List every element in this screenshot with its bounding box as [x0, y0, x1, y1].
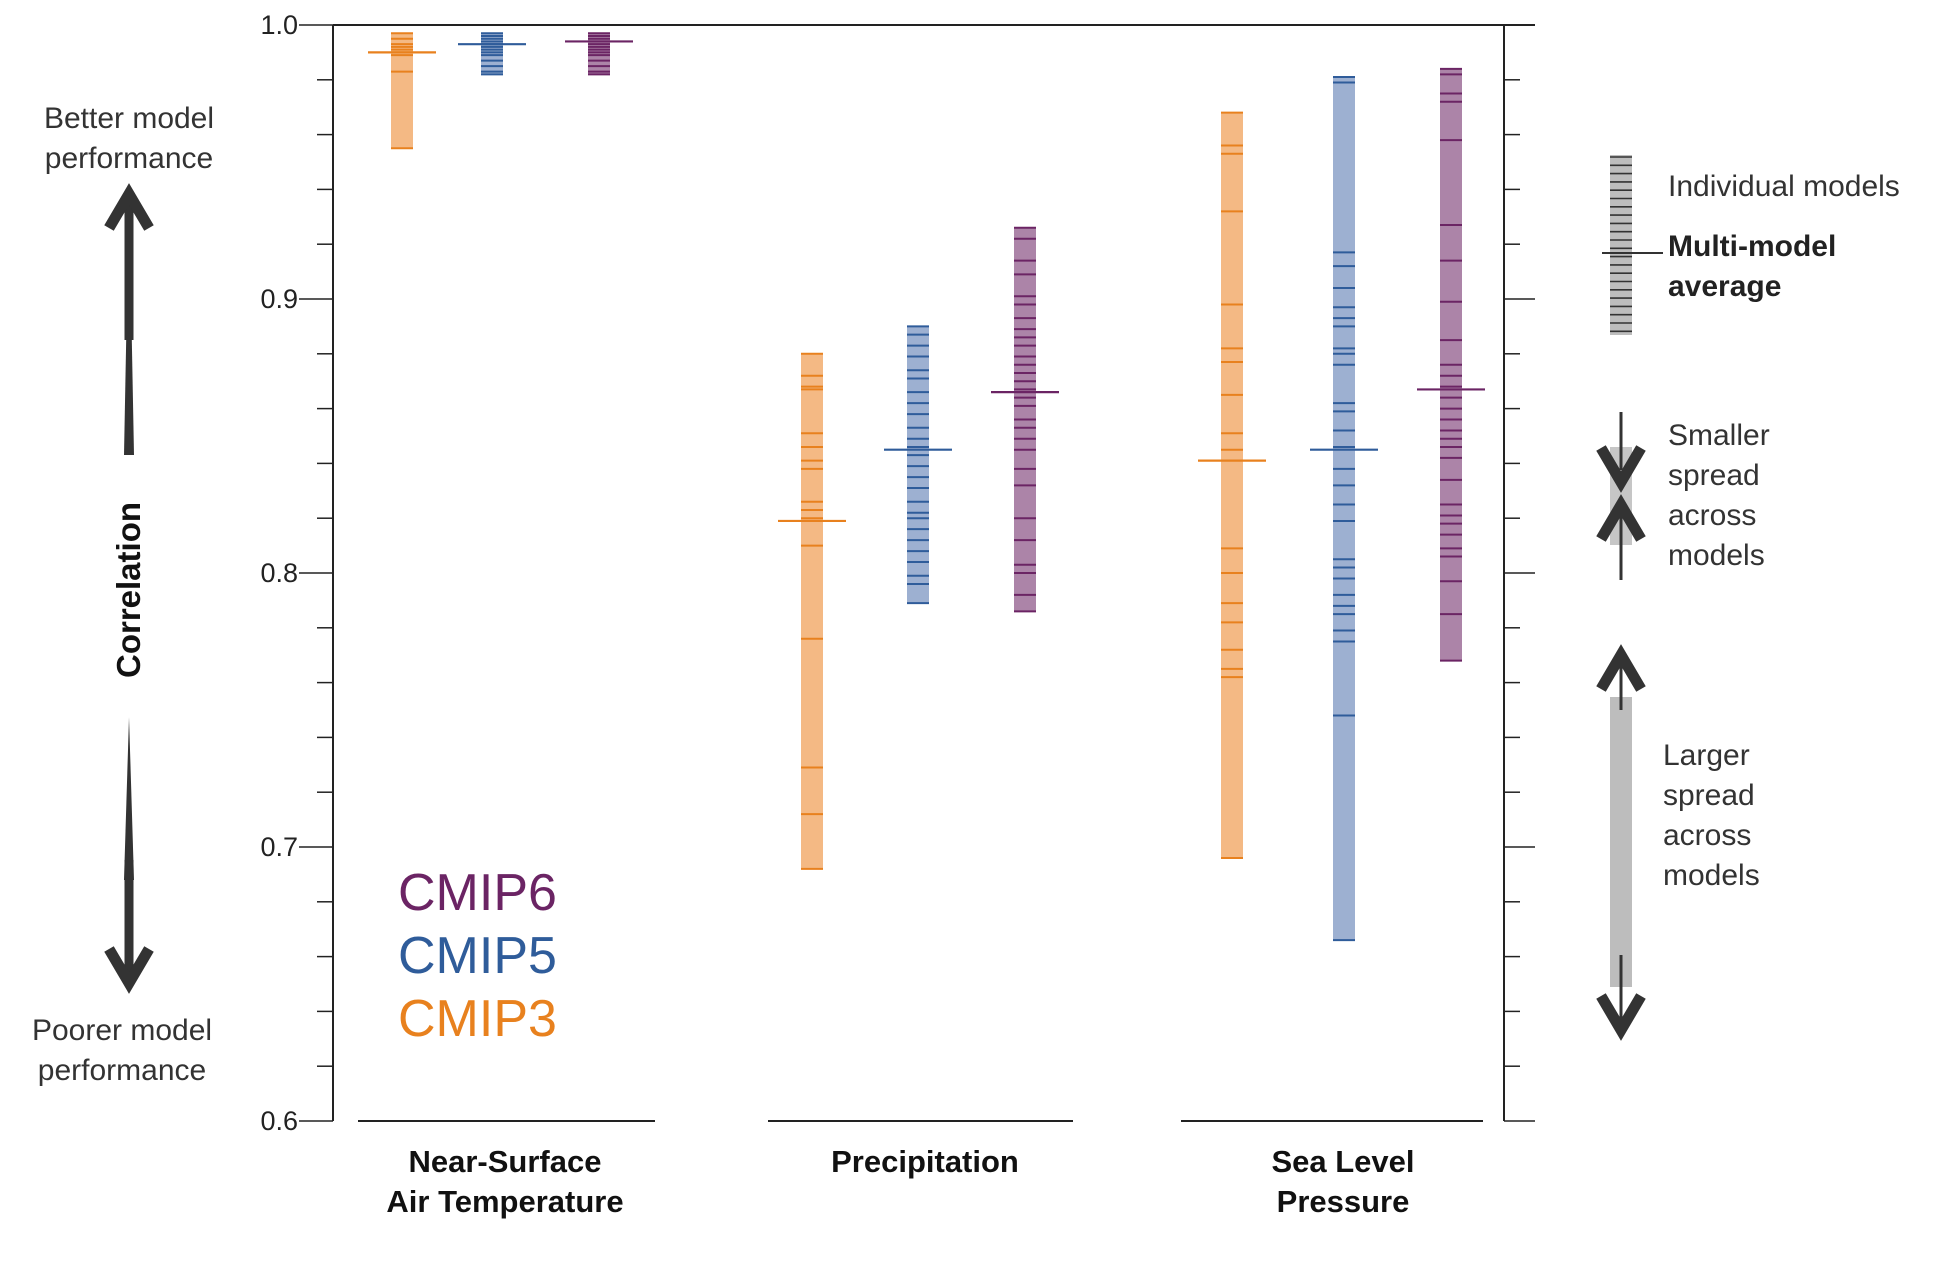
key-larger-bar [1610, 697, 1632, 987]
category-label: Air Temperature [386, 1184, 623, 1219]
key-larger-label: Larger [1663, 739, 1750, 772]
key-average-label: Multi-model [1668, 230, 1836, 263]
cmip5-range-bar [907, 326, 929, 604]
y-tick-label: 0.9 [260, 284, 298, 314]
key-smaller-label: across [1668, 499, 1756, 532]
cmip3-range-bar [801, 353, 823, 869]
legend-entry: CMIP5 [398, 927, 557, 985]
key-smaller-label: spread [1668, 459, 1760, 492]
key-smaller-down-arrow [1596, 445, 1646, 493]
poorer-arrow-shaft [124, 717, 134, 880]
cmip3-range-bar [391, 33, 413, 149]
y-tick-label: 0.6 [260, 1106, 298, 1136]
key-average-label: average [1668, 270, 1781, 303]
poorer-performance-label: performance [38, 1054, 206, 1087]
category-label: Precipitation [831, 1144, 1019, 1179]
poorer-performance-label: Poorer model [32, 1014, 212, 1047]
key-larger-label: models [1663, 859, 1760, 892]
better-performance-label: Better model [44, 102, 214, 135]
legend-entry: CMIP6 [398, 864, 557, 922]
key-smaller-label: models [1668, 539, 1765, 572]
cmip5-range-bar [1333, 77, 1355, 941]
cmip3-range-bar [1221, 112, 1243, 858]
better-arrow-head [104, 183, 154, 231]
y-tick-label: 0.8 [260, 558, 298, 588]
category-label: Near-Surface [409, 1144, 602, 1179]
legend-entry: CMIP3 [398, 990, 557, 1048]
better-performance-label: performance [45, 142, 213, 175]
y-tick-label: 1.0 [260, 10, 298, 40]
category-label: Pressure [1277, 1184, 1410, 1219]
y-tick-label: 0.7 [260, 832, 298, 862]
key-individual-label: Individual models [1668, 170, 1900, 203]
key-smaller-up-arrow [1596, 494, 1646, 542]
key-larger-label: across [1663, 819, 1751, 852]
key-larger-label: spread [1663, 779, 1755, 812]
key-larger-up-arrow [1596, 644, 1646, 692]
key-larger-down-arrow [1596, 993, 1646, 1041]
poorer-arrow-head [104, 946, 154, 994]
y-axis-title: Correlation [110, 502, 147, 678]
key-smaller-label: Smaller [1668, 419, 1770, 452]
category-label: Sea Level [1271, 1144, 1414, 1179]
